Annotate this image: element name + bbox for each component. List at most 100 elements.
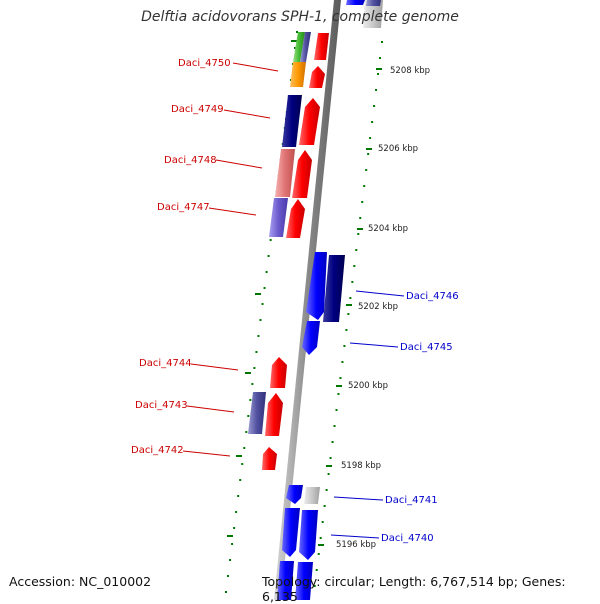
gene-pink-block[interactable]	[275, 149, 295, 197]
right-gene-labels: Daci_4746 Daci_4745 Daci_4741 Daci_4740	[381, 291, 459, 544]
label-leader-line	[349, 342, 399, 348]
tick-dot	[259, 319, 262, 321]
gene-arrow-forward[interactable]	[314, 33, 329, 60]
gene-arrow-reverse[interactable]	[286, 485, 303, 504]
scale-tick-label: 5202 kbp	[358, 302, 398, 312]
tick-dot	[293, 47, 296, 49]
tick-dot	[359, 217, 362, 219]
tick-dot	[377, 73, 380, 75]
label-leader-line	[333, 496, 384, 501]
tick-dot	[367, 153, 370, 155]
gene-label-left[interactable]: Daci_4743	[135, 400, 188, 411]
tick-ring-right	[313, 41, 383, 587]
tick-dot	[375, 89, 378, 91]
scale-tick-label: 5198 kbp	[341, 461, 381, 471]
scale-tick-label: 5204 kbp	[368, 224, 408, 234]
gene-grey-block[interactable]	[363, 0, 383, 28]
right-label-leaders	[330, 290, 405, 539]
gene-arrow-reverse[interactable]	[282, 508, 300, 557]
gene-navy-block[interactable]	[366, 0, 381, 6]
gene-label-left[interactable]: Daci_4750	[178, 58, 231, 69]
gene-arrow-reverse[interactable]	[277, 561, 294, 600]
tick-dash	[227, 535, 233, 537]
gene-label-left[interactable]: Daci_4747	[157, 202, 210, 213]
gene-arrow-reverse[interactable]	[295, 562, 313, 600]
accession-text: Accession: NC_010002	[9, 574, 152, 589]
scale-tick-label: 5208 kbp	[390, 66, 430, 76]
tick-dot	[263, 287, 266, 289]
gene-label-right[interactable]: Daci_4745	[400, 342, 453, 353]
tick-dot	[257, 335, 260, 337]
gene-arrow-reverse[interactable]	[346, 0, 365, 5]
gene-navy-block[interactable]	[282, 95, 302, 147]
tick-dash	[376, 68, 382, 70]
tick-dot	[237, 495, 240, 497]
tick-dot	[315, 569, 318, 571]
tick-dot	[245, 431, 248, 433]
label-leader-line	[182, 450, 231, 457]
tick-dot	[241, 463, 244, 465]
tick-dot	[296, 31, 298, 33]
tick-dot	[337, 393, 340, 395]
tick-dot	[325, 489, 328, 491]
tick-dot	[239, 479, 242, 481]
tick-dot	[373, 105, 376, 107]
gene-green-block[interactable]	[293, 32, 305, 62]
gene-label-left[interactable]: Daci_4748	[164, 155, 217, 166]
tick-dash	[336, 385, 342, 387]
gene-arrow-reverse[interactable]	[306, 252, 327, 320]
tick-dash	[357, 228, 363, 230]
scale-tick-label: 5200 kbp	[348, 381, 388, 391]
tick-dot	[247, 415, 250, 417]
gene-label-left[interactable]: Daci_4744	[139, 358, 192, 369]
label-leader-line	[355, 290, 405, 297]
label-leader-line	[215, 159, 263, 169]
tick-dash	[366, 148, 372, 150]
label-leader-line	[223, 109, 271, 119]
gene-arrow-forward[interactable]	[299, 98, 320, 145]
tick-dot	[339, 377, 342, 379]
tick-dash	[255, 293, 261, 295]
scale-tick-label: 5206 kbp	[378, 144, 418, 154]
gene-label-left[interactable]: Daci_4742	[131, 445, 184, 456]
left-label-leaders	[182, 62, 279, 457]
tick-dash	[245, 372, 251, 374]
gene-purple-block[interactable]	[269, 198, 288, 237]
label-leader-line	[330, 534, 380, 539]
tick-dot	[265, 271, 268, 273]
gene-label-right[interactable]: Daci_4741	[385, 495, 438, 506]
forward-lane	[248, 32, 311, 434]
tick-dash	[318, 544, 324, 546]
tick-dot	[335, 409, 338, 411]
gene-arrow-forward[interactable]	[270, 357, 287, 388]
tick-dot	[327, 473, 330, 475]
gene-navy-block[interactable]	[323, 255, 345, 322]
tick-dot	[365, 169, 368, 171]
gene-arrow-forward[interactable]	[292, 150, 312, 198]
gene-orange-block[interactable]	[290, 62, 306, 87]
tick-dash	[346, 304, 352, 306]
gene-label-left[interactable]: Daci_4749	[171, 104, 224, 115]
label-leader-line	[190, 363, 239, 371]
gene-slate-block[interactable]	[300, 32, 311, 62]
tick-dot	[369, 137, 372, 139]
gene-slate-block[interactable]	[248, 392, 266, 434]
left-gene-labels: Daci_4750 Daci_4749 Daci_4748 Daci_4747 Daci…	[131, 58, 231, 456]
gene-arrow-forward[interactable]	[265, 393, 283, 436]
tick-dot	[251, 383, 254, 385]
gene-arrow-forward[interactable]	[309, 66, 325, 88]
gene-arrow-forward[interactable]	[286, 199, 305, 238]
tick-dot	[357, 233, 360, 235]
tick-dot	[235, 511, 238, 513]
gene-label-right[interactable]: Daci_4746	[406, 291, 459, 302]
gene-arrow-reverse[interactable]	[299, 510, 318, 560]
tick-dot	[267, 255, 270, 257]
gene-label-right[interactable]: Daci_4740	[381, 533, 434, 544]
label-leader-line	[232, 62, 279, 72]
gene-arrow-reverse[interactable]	[302, 321, 320, 355]
gene-arrow-forward[interactable]	[262, 447, 277, 470]
tick-dash	[291, 40, 297, 42]
gene-grey-block[interactable]	[304, 487, 320, 504]
tick-dot	[329, 457, 332, 459]
